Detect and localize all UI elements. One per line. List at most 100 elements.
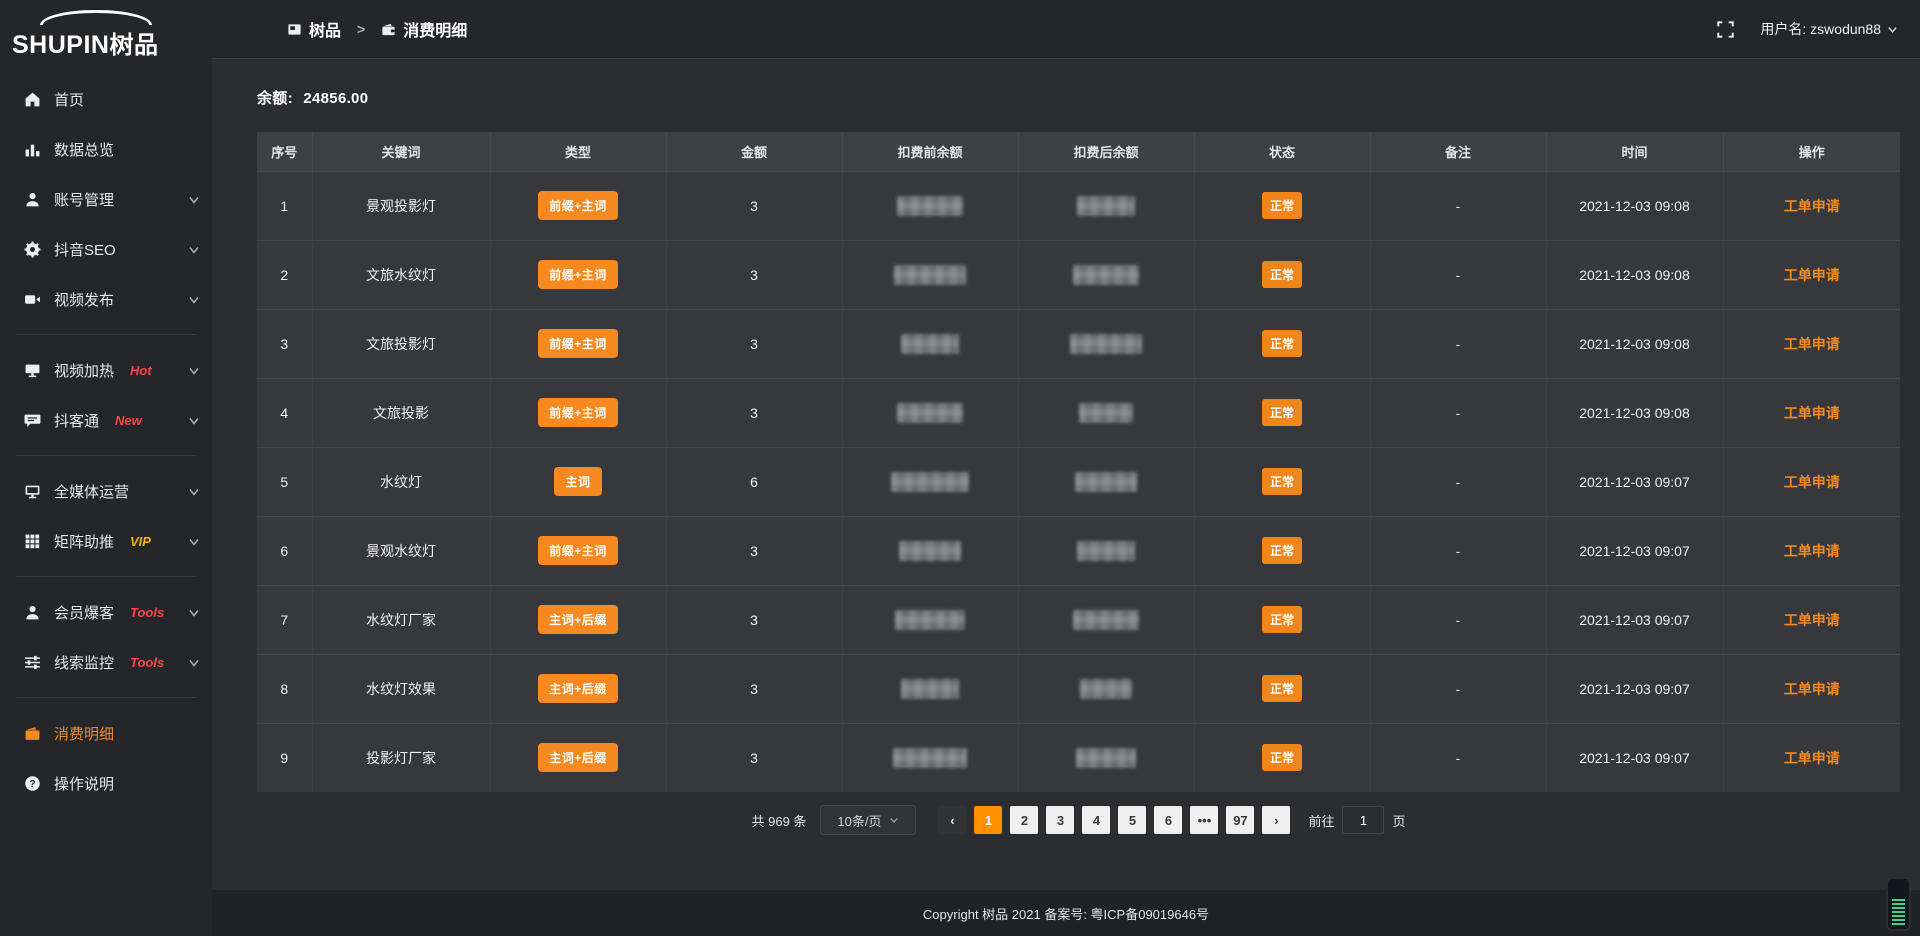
cell-action: 工单申请 [1723,722,1900,792]
wallet-icon [381,22,396,37]
status-badge: 正常 [1261,330,1302,357]
cell-time: 2021-12-03 09:08 [1546,170,1724,240]
goto-label: 前往 [1308,813,1335,829]
next-page-button[interactable]: › [1262,806,1291,834]
cell-no: 9 [257,722,313,792]
goto-suffix: 页 [1392,813,1406,829]
masked-balance-before [894,264,966,285]
video-icon [24,291,41,308]
username-value: zswodun88 [1810,21,1881,37]
right-column: 树品 > 消费明细 用户名: zswodun88 余额: 24856.00 [212,0,1920,936]
work-order-link[interactable]: 工单申请 [1783,611,1840,628]
sidebar-item-label: 全媒体运营 [54,483,130,501]
work-order-link[interactable]: 工单申请 [1783,680,1840,697]
chevron-down-icon [188,535,200,547]
breadcrumb-item-树品[interactable]: 树品 [287,17,341,41]
sidebar-item-抖音SEO[interactable]: 抖音SEO [0,224,212,274]
logo[interactable]: SHUPIN树品 [0,0,212,66]
work-order-link[interactable]: 工单申请 [1783,404,1840,421]
cell-type: 主词+后缀 [490,584,667,654]
sidebar-item-badge: New [115,412,142,428]
work-order-link[interactable]: 工单申请 [1783,473,1840,490]
cell-balance-before [842,653,1019,723]
page-button-97[interactable]: 97 [1226,806,1255,834]
goto-page-input[interactable] [1342,806,1385,834]
page-button-6[interactable]: 6 [1154,806,1183,834]
work-order-link[interactable]: 工单申请 [1783,266,1840,283]
sidebar-item-矩阵助推[interactable]: 矩阵助推 VIP [0,516,212,566]
topbar-right: 用户名: zswodun88 [1717,19,1898,39]
table-row: 6 景观水纹灯 前缀+主词 3 正常 -2021-12-03 09:07 工单申请 [257,515,1900,585]
page-button-5[interactable]: 5 [1118,806,1147,834]
user-icon [24,191,41,208]
masked-balance-after [1079,402,1133,423]
sidebar-item-操作说明[interactable]: ? 操作说明 [0,758,212,808]
screen-icon [24,362,41,379]
pagination-goto: 前往 页 [1308,806,1405,834]
sidebar-item-label: 数据总览 [54,141,115,159]
cell-type: 主词 [490,446,667,516]
page-button-4[interactable]: 4 [1082,806,1111,834]
masked-balance-before [897,195,963,216]
breadcrumb-item-消费明细[interactable]: 消费明细 [381,17,467,41]
prev-page-button[interactable]: ‹ [938,806,967,834]
page-button-2[interactable]: 2 [1010,806,1039,834]
sidebar-item-数据总览[interactable]: 数据总览 [0,124,212,174]
sidebar-item-线索监控[interactable]: 线索监控 Tools [0,637,212,687]
sidebar-item-消费明细[interactable]: 消费明细 [0,708,212,758]
username-label: 用户名: [1760,21,1807,37]
masked-balance-before [891,471,969,492]
status-badge: 正常 [1261,399,1302,426]
cell-action: 工单申请 [1723,653,1900,723]
work-order-link[interactable]: 工单申请 [1783,542,1840,559]
cell-action: 工单申请 [1723,308,1900,378]
chevron-down-icon [188,364,200,376]
sidebar-item-label: 抖客通 [54,412,100,430]
sidebar-item-视频加热[interactable]: 视频加热 Hot [0,345,212,395]
column-header: 操作 [1723,132,1900,171]
cell-balance-before [842,308,1019,378]
balance-label: 余额: [257,90,293,107]
cell-keyword: 投影灯厂家 [312,722,491,792]
sidebar-item-会员爆客[interactable]: 会员爆客 Tools [0,587,212,637]
sidebar-item-label: 矩阵助推 [54,533,115,551]
page-size-select[interactable]: 10条/页 [820,805,917,835]
chat-icon [24,412,41,429]
page-button-•••[interactable]: ••• [1190,806,1219,834]
work-order-link[interactable]: 工单申请 [1783,197,1840,214]
cell-remark: - [1370,308,1547,378]
sidebar-item-首页[interactable]: 首页 [0,74,212,124]
cell-time: 2021-12-03 09:07 [1546,653,1724,723]
work-order-link[interactable]: 工单申请 [1783,335,1840,352]
chevron-down-icon [188,243,200,255]
topbar: 树品 > 消费明细 用户名: zswodun88 [212,0,1920,59]
cell-status: 正常 [1194,653,1371,723]
cell-remark: - [1370,170,1547,240]
page-button-3[interactable]: 3 [1046,806,1075,834]
status-badge: 正常 [1261,606,1302,633]
cell-no: 7 [257,584,313,654]
sidebar-item-label: 抖音SEO [54,241,116,259]
cell-balance-after [1018,239,1195,309]
sidebar-item-视频发布[interactable]: 视频发布 [0,274,212,324]
work-order-link[interactable]: 工单申请 [1783,749,1840,766]
sidebar-item-全媒体运营[interactable]: 全媒体运营 [0,466,212,516]
monitor-icon [24,483,41,500]
cell-type: 前缀+主词 [490,239,667,309]
page-button-1[interactable]: 1 [974,806,1003,834]
cell-no: 3 [257,308,313,378]
cell-time: 2021-12-03 09:08 [1546,308,1724,378]
status-badge: 正常 [1261,537,1302,564]
cell-balance-after [1018,653,1195,723]
copyright-text: Copyright 树品 2021 备案号: 粤ICP备09019646号 [922,906,1210,922]
cell-remark: - [1370,515,1547,585]
cell-balance-before [842,515,1019,585]
fullscreen-icon[interactable] [1717,20,1735,38]
sidebar-item-抖客通[interactable]: 抖客通 New [0,395,212,445]
cell-balance-after [1018,308,1195,378]
column-header: 扣费后余额 [1018,132,1195,171]
column-header: 状态 [1194,132,1371,171]
sidebar-item-账号管理[interactable]: 账号管理 [0,174,212,224]
user-menu[interactable]: 用户名: zswodun88 [1760,19,1898,39]
cell-no: 1 [257,170,313,240]
